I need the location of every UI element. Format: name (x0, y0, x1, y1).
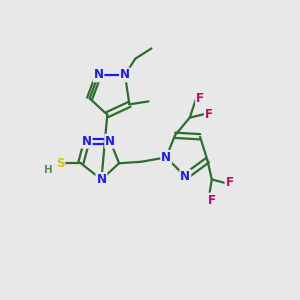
Text: S: S (56, 157, 64, 170)
Text: N: N (96, 173, 106, 186)
Text: N: N (120, 68, 130, 81)
Text: F: F (226, 176, 233, 190)
Text: N: N (82, 135, 92, 148)
Text: N: N (161, 151, 171, 164)
Text: F: F (196, 92, 204, 105)
Text: F: F (205, 108, 213, 121)
Text: N: N (94, 68, 103, 81)
Text: F: F (208, 194, 216, 207)
Text: N: N (105, 135, 115, 148)
Text: N: N (180, 170, 190, 183)
Text: H: H (44, 165, 53, 175)
